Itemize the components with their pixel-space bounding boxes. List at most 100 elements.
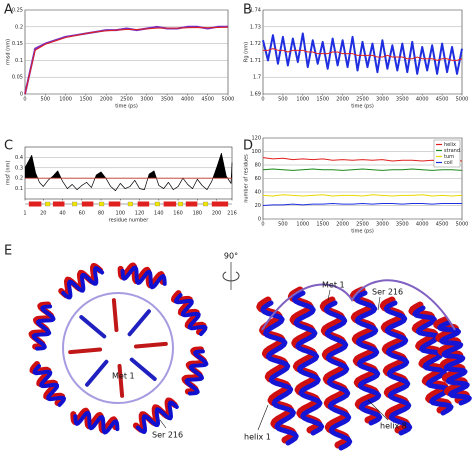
data-line [263,48,463,61]
x-axis-label: time (ps) [351,229,374,235]
y-tick-label: 0.15 [12,41,23,47]
helix-ribbon [61,266,105,300]
helix-ribbon [135,400,179,434]
leader-line [367,399,389,421]
y-tick-label: 1.7 [253,75,261,81]
helix-ribbon [291,290,325,436]
annotation: Ser 216 [372,288,403,297]
helix-ribbon [73,410,120,435]
x-tick-label: 1000 [296,222,309,228]
helix-ribbon [174,293,208,336]
helix-ribbon [408,301,452,414]
y-axis-label: number of residues [244,154,250,203]
data-line [262,168,463,171]
helix-ribbon [184,349,209,396]
data-line [262,157,463,162]
x-tick-label: 60 [79,211,85,217]
data-line [262,202,462,206]
annotation: helix 1 [244,433,271,442]
x-tick-label: 1500 [316,97,329,103]
annotation: 90° [224,252,238,261]
x-tick-label: 80 [98,211,104,217]
x-tick-label: 1000 [59,97,72,103]
panel-label: B [243,3,252,18]
helix-ribbon [117,262,166,289]
helix-ribbon [349,286,381,424]
helix-ribbon [379,296,411,434]
y-tick-label: 0.05 [12,75,23,81]
helix-segment [185,201,198,207]
backbone-loop [261,279,456,331]
strand-arrow [129,357,157,381]
legend-label: strand [444,148,460,154]
x-tick-label: 2000 [100,97,113,103]
panel-label: A [4,3,13,18]
y-tick-label: 60 [255,176,261,182]
x-tick-label: 160 [173,211,183,217]
y-tick-label: 1.74 [250,8,261,14]
x-tick-label: 5000 [456,222,469,228]
x-tick-label: 4000 [181,97,194,103]
leader-line [159,419,167,429]
backbone-loop [62,292,174,404]
x-tick-label: 2500 [356,97,369,103]
x-axis-label: time (ps) [351,104,374,110]
x-tick-label: 1500 [316,222,329,228]
panel-label: C [4,139,13,154]
x-tick-label: 0 [261,222,264,228]
x-tick-label: 216 [227,211,237,217]
annotation: Met 1 [112,372,135,381]
data-line [262,32,463,75]
y-tick-label: 0.1 [15,58,23,64]
helix-ribbon [70,407,119,434]
y-tick-label: 0 [20,92,23,98]
y-axis-label: rmsd (nm) [6,39,12,65]
annotation: helix 8 [380,422,407,431]
x-tick-label: 40 [59,211,65,217]
x-tick-label: 3000 [376,97,389,103]
x-tick-label: 140 [154,211,164,217]
helix-segment [28,201,42,207]
plot-area [262,9,463,95]
helix-ribbon [256,296,297,444]
strand-segment [202,201,209,207]
helix-ribbon [287,286,323,434]
y-tick-label: 0.2 [15,176,23,182]
strand-segment [45,201,51,207]
x-tick-label: 3000 [376,222,389,228]
helix-ribbon [433,316,470,404]
y-axis-label: Rg (nm) [244,42,250,62]
x-tick-label: 4000 [416,222,429,228]
strand-arrow [117,363,125,398]
x-tick-label: 3500 [161,97,174,103]
strand-arrow [111,298,119,333]
helix-ribbon [171,290,207,335]
y-tick-label: 0.2 [15,24,23,30]
y-axis-label: rmsf (nm) [6,161,12,186]
structure-panel: E 90° Met 1 Ser 216 Met 1 Ser 216 helix 1 heli… [4,244,472,451]
y-tick-label: 100 [251,149,261,155]
x-tick-label: 20 [40,211,46,217]
x-tick-label: 2500 [356,222,369,228]
helix-ribbon [437,320,472,406]
x-tick-label: 4000 [416,97,429,103]
helix-segment [81,201,94,207]
helix-ribbon [32,364,66,407]
x-tick-label: 2500 [120,97,133,103]
data-line [24,152,233,192]
panel-label: E [4,244,12,259]
strand-segment [127,201,133,207]
strand-segment [177,201,184,207]
helix-ribbon [412,305,454,416]
leader-line [327,289,331,301]
helix-segment [163,201,177,207]
x-axis-label: residue number [109,218,149,224]
x-tick-label: 0 [261,97,264,103]
y-tick-label: 20 [255,203,261,209]
x-tick-label: 2000 [336,97,349,103]
x-tick-label: 0 [23,97,26,103]
y-tick-label: 120 [251,136,261,142]
helix-segment [52,201,65,207]
